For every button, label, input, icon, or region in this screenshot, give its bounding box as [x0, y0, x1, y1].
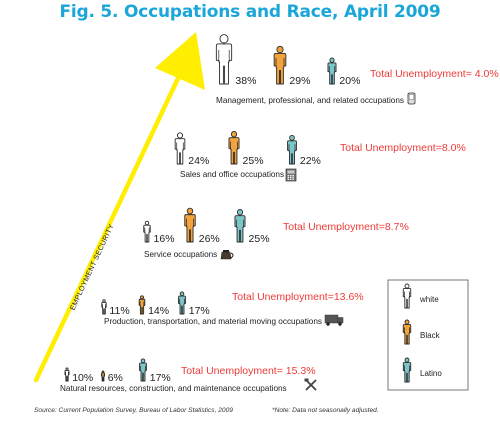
percentage-label: 25%	[243, 155, 264, 167]
percentage-label: 26%	[199, 233, 220, 245]
percentage-label: 16%	[154, 233, 175, 245]
person-figure-white	[215, 34, 233, 85]
person-figure-latino	[178, 291, 186, 315]
percentage-label: 24%	[188, 155, 209, 167]
legend-items: white Black Latino	[402, 283, 442, 383]
legend-person-icon	[402, 283, 412, 309]
percentage-label: 11%	[109, 305, 129, 317]
tools-icon	[304, 378, 317, 391]
occupation-label: Natural resources, construction, and mai…	[60, 384, 287, 393]
truck-icon	[324, 314, 344, 326]
legend-person-icon	[402, 357, 412, 383]
occupation-label: Service occupations	[144, 250, 217, 259]
percentage-label: 20%	[339, 75, 360, 87]
occupation-rows: 38% 29% 20% Management, professional, and r…	[60, 34, 499, 393]
arrow-shaft	[33, 69, 184, 383]
person-figure-white	[174, 132, 186, 165]
percentage-label: 22%	[300, 155, 321, 167]
person-figure-latino	[327, 57, 337, 85]
legend-label: white	[419, 295, 439, 304]
person-figure-latino	[287, 134, 297, 165]
occupation-row: 11% 14% 17%Production, transportation, and…	[101, 291, 364, 326]
percentage-label: 6%	[108, 372, 123, 384]
person-figure-white	[101, 299, 107, 315]
percentage-label: 17%	[189, 305, 210, 317]
occupation-row: 16% 26% 25% Service occupations Total Unempl…	[143, 207, 409, 260]
legend-label: Latino	[420, 369, 442, 378]
person-figure-black	[138, 295, 146, 315]
percentage-label: 38%	[235, 75, 256, 87]
person-figure-latino	[234, 209, 246, 243]
person-figure-black	[184, 207, 196, 243]
arrow-head	[155, 32, 205, 90]
person-figure-white	[143, 220, 151, 243]
legend-person-icon	[402, 319, 412, 345]
data-note: *Note: Data not seasonally adjusted.	[272, 407, 379, 414]
person-figure-black	[228, 131, 240, 165]
unemployment-label: Total Unemployment=8.7%	[283, 221, 409, 233]
phone-icon	[407, 92, 416, 105]
person-figure-white	[64, 367, 70, 382]
legend-box	[387, 279, 469, 391]
person-figure-latino	[139, 358, 147, 382]
axis-label: EMPLOYMENT SECURITY	[68, 222, 116, 311]
person-figure-black	[273, 45, 287, 85]
legend: white Black Latino	[387, 279, 469, 391]
unemployment-label: Total Unemployment=13.6%	[232, 291, 364, 303]
unemployment-label: Total Unemployment=8.0%	[340, 142, 466, 154]
unemployment-label: Total Unemployment= 4.0%	[370, 68, 499, 80]
person-figure-black	[101, 370, 105, 382]
occupation-label: Sales and office occupations	[180, 170, 284, 179]
occupation-row: 10% 6% 17%Natural resources, construction,…	[60, 358, 317, 393]
coffee-pot-icon	[220, 250, 234, 260]
chart-title: Fig. 5. Occupations and Race, April 2009	[59, 2, 441, 22]
legend-label: Black	[420, 331, 441, 340]
occupation-label: Management, professional, and related oc…	[216, 96, 404, 105]
legend-item: Latino	[402, 357, 442, 383]
percentage-label: 10%	[72, 372, 93, 384]
occupation-row: 38% 29% 20% Management, professional, and r…	[215, 34, 499, 105]
occupation-row: 24% 25% 22% Sales and office occupations Tot…	[174, 131, 466, 182]
percentage-label: 25%	[249, 233, 270, 245]
percentage-label: 29%	[289, 75, 310, 87]
employment-security-arrow: EMPLOYMENT SECURITY	[33, 32, 205, 383]
occupation-label: Production, transportation, and material…	[104, 317, 322, 326]
unemployment-label: Total Unemployment= 15.3%	[181, 365, 316, 377]
legend-item: Black	[402, 319, 441, 345]
percentage-label: 17%	[150, 372, 171, 384]
percentage-label: 14%	[148, 305, 169, 317]
source-note: Source: Current Population Survey, Burea…	[34, 407, 233, 414]
cash-register-icon	[285, 168, 297, 182]
legend-item: white	[402, 283, 439, 309]
